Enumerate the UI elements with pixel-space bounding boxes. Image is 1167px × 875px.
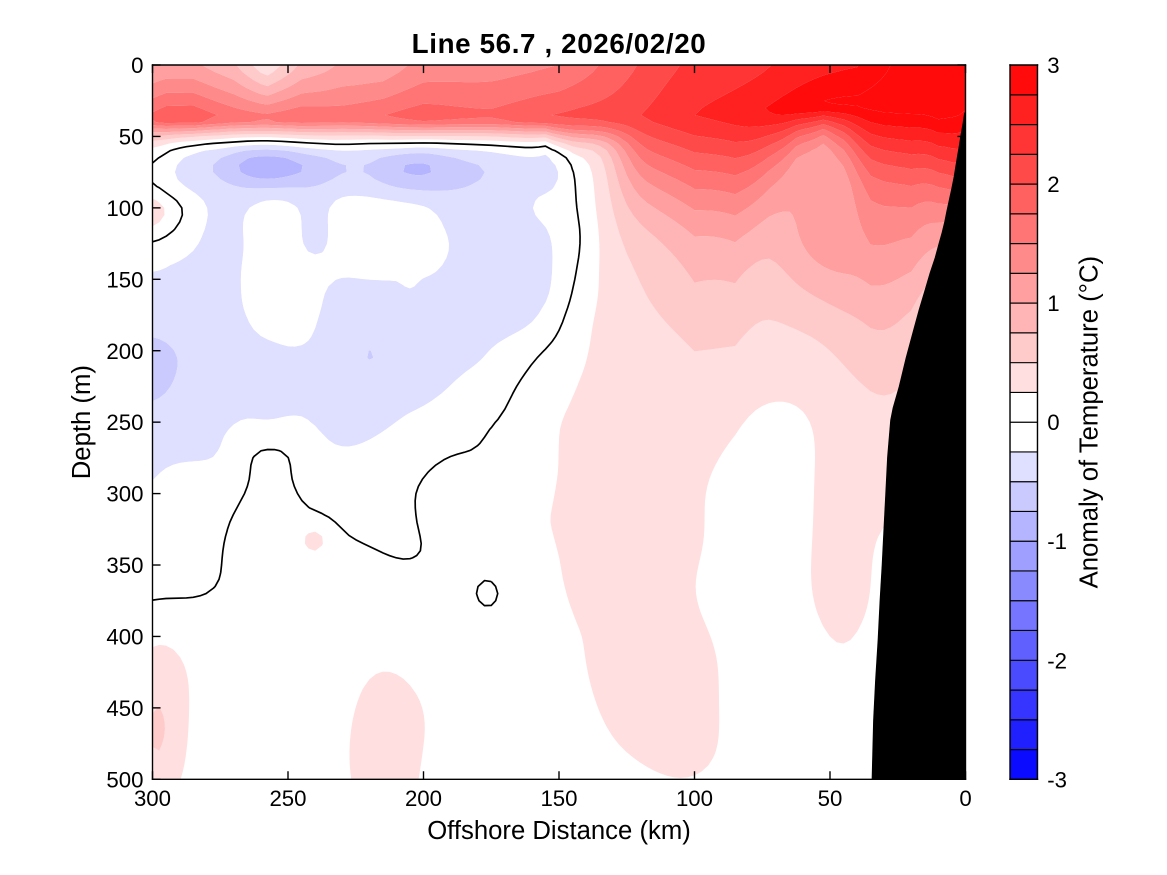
- svg-text:350: 350: [106, 553, 143, 578]
- svg-text:150: 150: [106, 267, 143, 292]
- svg-text:400: 400: [106, 624, 143, 649]
- svg-text:100: 100: [106, 196, 143, 221]
- svg-text:2: 2: [1047, 172, 1059, 197]
- svg-text:200: 200: [106, 339, 143, 364]
- svg-text:Depth (m): Depth (m): [68, 365, 96, 479]
- svg-text:-2: -2: [1047, 648, 1067, 673]
- svg-text:3: 3: [1047, 53, 1059, 78]
- svg-text:150: 150: [540, 786, 577, 811]
- svg-text:100: 100: [676, 786, 713, 811]
- svg-text:0: 0: [959, 786, 971, 811]
- svg-text:-3: -3: [1047, 767, 1067, 792]
- svg-text:0: 0: [1047, 410, 1059, 435]
- svg-text:Anomaly of Temperature (°C): Anomaly of Temperature (°C): [1075, 256, 1103, 588]
- svg-text:450: 450: [106, 696, 143, 721]
- svg-text:Line 56.7 , 2026/02/20: Line 56.7 , 2026/02/20: [412, 28, 707, 59]
- svg-text:300: 300: [134, 786, 171, 811]
- svg-text:500: 500: [106, 767, 143, 792]
- svg-text:50: 50: [119, 124, 144, 149]
- svg-text:300: 300: [106, 482, 143, 507]
- svg-text:250: 250: [106, 410, 143, 435]
- svg-text:1: 1: [1047, 291, 1059, 316]
- svg-text:200: 200: [405, 786, 442, 811]
- svg-text:50: 50: [818, 786, 843, 811]
- svg-text:250: 250: [269, 786, 306, 811]
- svg-text:Offshore Distance (km): Offshore Distance (km): [427, 817, 691, 845]
- svg-text:-1: -1: [1047, 529, 1067, 554]
- svg-text:0: 0: [131, 53, 143, 78]
